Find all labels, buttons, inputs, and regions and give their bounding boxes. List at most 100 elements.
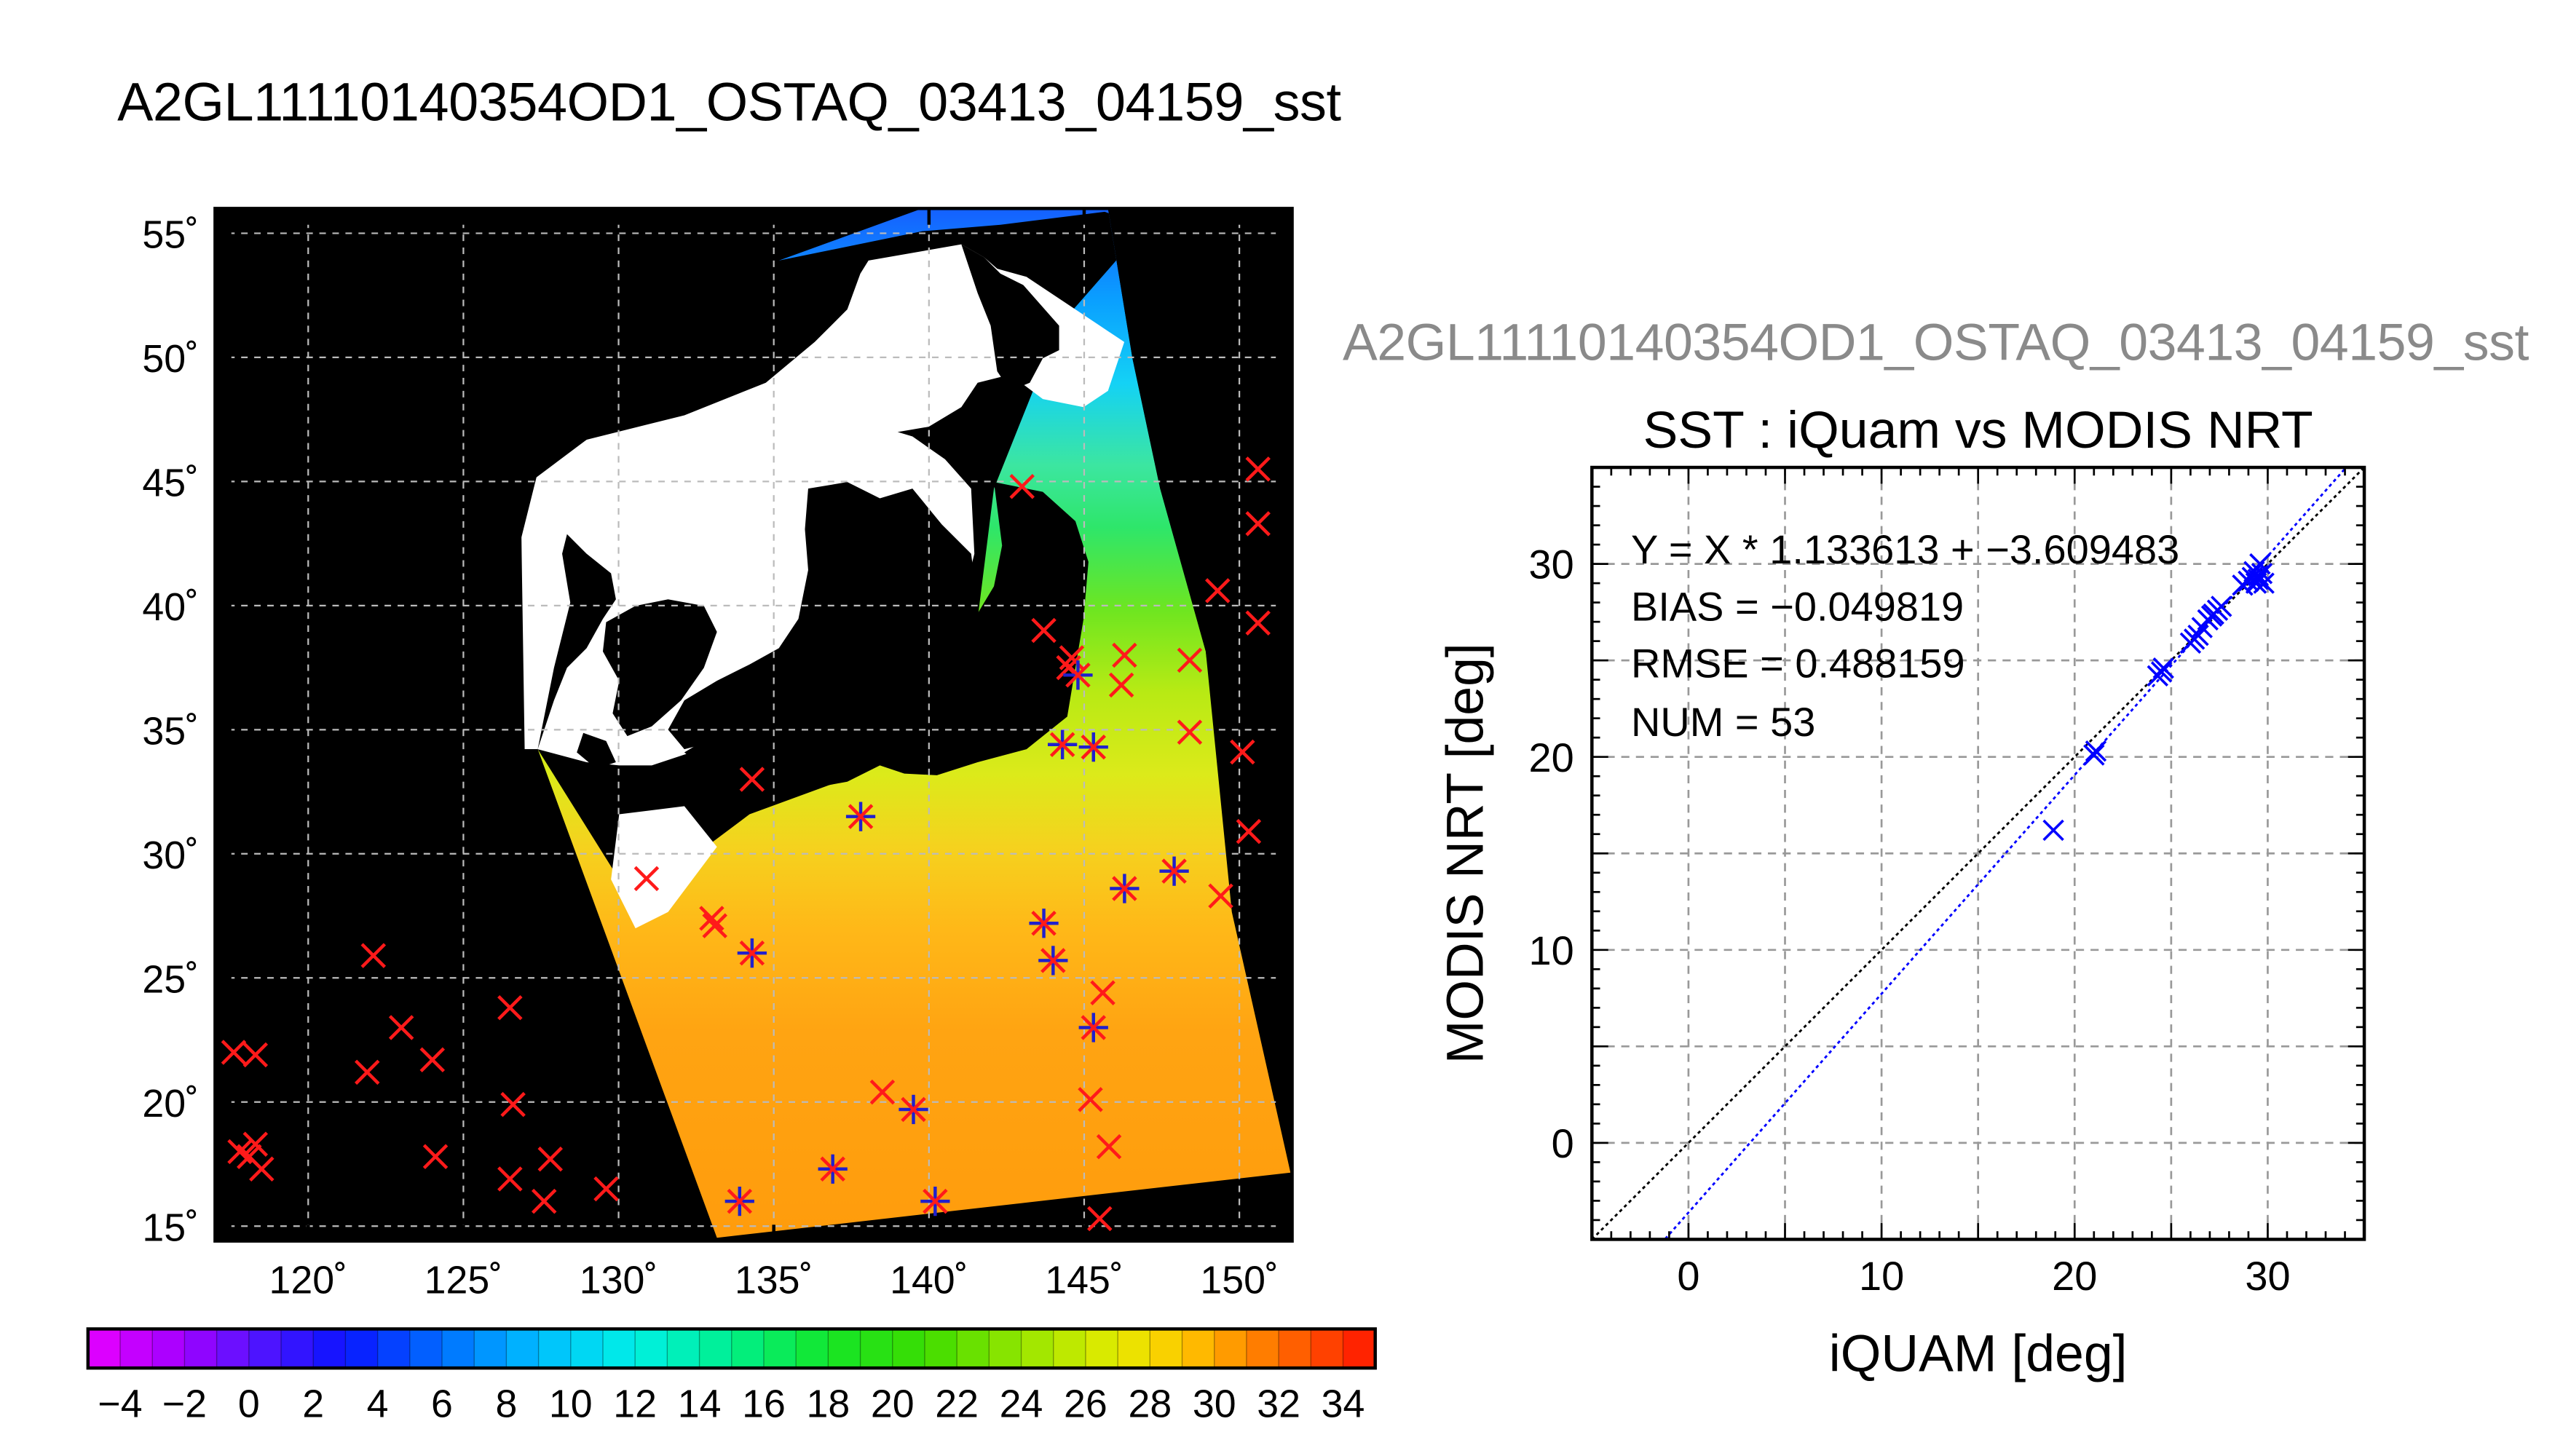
colorbar-segment	[635, 1329, 668, 1369]
map-star-x	[1081, 1015, 1107, 1040]
scatter-file-title: A2GL11110140354OD1_OSTAQ_03413_04159_sst	[1342, 312, 2529, 372]
main-title: A2GL11110140354OD1_OSTAQ_03413_04159_sst	[117, 71, 1341, 132]
map-red-marker-stroke	[497, 1166, 523, 1192]
map-red-marker-stroke	[1205, 578, 1231, 604]
colorbar-label: 30	[1193, 1382, 1236, 1425]
map-red-marker	[1230, 739, 1255, 765]
map-red-marker-stroke	[1009, 473, 1035, 499]
colorbar-label: 24	[1000, 1382, 1043, 1425]
colorbar-label: 14	[678, 1382, 722, 1425]
map-red-marker-stroke	[221, 1040, 247, 1065]
map-lat-label: 35˚	[142, 709, 199, 753]
scatter-point	[2085, 740, 2107, 762]
map-red-marker-stroke	[1090, 980, 1115, 1005]
map-red-marker	[531, 1188, 557, 1214]
map-red-marker-stroke	[537, 1146, 564, 1172]
scatter-point-stroke	[2251, 563, 2273, 585]
scatter-xtick-label: 30	[2245, 1253, 2290, 1299]
map-red-marker	[497, 994, 523, 1021]
map-star-x	[1161, 858, 1187, 884]
map-star-x	[739, 940, 765, 966]
colorbar-segment	[1021, 1329, 1054, 1369]
colorbar-segment	[924, 1329, 958, 1369]
map-star-x-stroke	[923, 1188, 948, 1214]
colorbar-label: 0	[238, 1382, 260, 1425]
map-star-x-stroke	[820, 1156, 845, 1182]
map-star-x	[923, 1188, 948, 1214]
map-red-marker	[221, 1040, 247, 1065]
map-red-marker	[388, 1015, 414, 1040]
map-lat-label: 50˚	[142, 337, 199, 381]
y-axis-label: MODIS NRT [deg]	[1436, 643, 1494, 1064]
map-red-marker	[633, 866, 660, 892]
colorbar-segment	[1246, 1329, 1280, 1369]
map-star-x-stroke	[1031, 911, 1057, 936]
colorbar-segment	[184, 1329, 218, 1369]
colorbar-label: 8	[495, 1382, 517, 1425]
map-star-marker	[1047, 729, 1078, 759]
map-red-marker	[360, 943, 387, 968]
colorbar-segment	[1150, 1329, 1183, 1369]
map-star-x	[848, 804, 874, 829]
scatter-point	[2083, 744, 2105, 766]
colorbar-segment	[860, 1329, 893, 1369]
map-star-x	[1049, 732, 1075, 758]
map-red-marker-stroke	[497, 994, 523, 1021]
x-axis-label: iQUAM [deg]	[1829, 1325, 2128, 1383]
colorbar-segment	[1118, 1329, 1151, 1369]
colorbar-segment	[313, 1329, 347, 1369]
map-red-marker-stroke	[1096, 1133, 1122, 1160]
colorbar-segment	[442, 1329, 475, 1369]
colorbar-label: 10	[549, 1382, 593, 1425]
map-lat-label: 20˚	[142, 1082, 199, 1125]
colorbar-segment	[1279, 1329, 1312, 1369]
colorbar-label: 6	[431, 1382, 453, 1425]
colorbar-label: 12	[613, 1382, 657, 1425]
map-red-marker	[1090, 980, 1115, 1005]
map-markers	[221, 456, 1271, 1232]
map-red-marker	[1087, 1206, 1113, 1232]
map-red-marker	[1245, 511, 1271, 537]
map-star-x	[1081, 734, 1107, 760]
map-red-marker	[1205, 578, 1231, 604]
map-star-x-stroke	[1112, 876, 1137, 901]
scatter-point	[2042, 819, 2064, 842]
map-star-marker	[724, 1186, 754, 1216]
map-red-marker-stroke	[1236, 818, 1262, 844]
map-star-x-stroke	[739, 940, 765, 966]
map-red-marker-stroke	[1112, 642, 1137, 668]
map-left-black	[215, 208, 779, 1241]
colorbar-label: −4	[98, 1382, 142, 1425]
scatter-point-stroke	[2083, 744, 2105, 766]
map-star-x	[901, 1096, 926, 1123]
map-red-marker	[739, 767, 765, 792]
map-lat-label: 15˚	[142, 1206, 199, 1249]
map-frame	[213, 207, 1294, 1243]
colorbar-segment	[152, 1329, 186, 1369]
map-star-x	[1031, 911, 1057, 936]
scatter-point-stroke	[2247, 564, 2269, 587]
colorbar-segment	[1182, 1329, 1215, 1369]
map-lon-label: 150˚	[1200, 1258, 1278, 1302]
map-red-marker-stroke	[869, 1079, 896, 1105]
map-lon-label: 140˚	[890, 1258, 968, 1302]
map-ticks: 120˚ 125˚ 130˚ 135˚ 140˚ 145˚ 150˚ 55˚ 50˚ 45˚ 40˚…	[142, 208, 1292, 1302]
scatter-point-stroke	[2247, 569, 2269, 590]
scatter-point	[2152, 657, 2174, 679]
map-red-marker	[1009, 473, 1035, 499]
colorbar-segment	[1214, 1329, 1248, 1369]
map-red-marker	[1245, 456, 1271, 482]
scatter-ticks: 0 10 20 30 0 10 20 30	[1529, 466, 2366, 1299]
map-lon-label: 120˚	[269, 1258, 347, 1302]
scatter-ytick-label: 30	[1529, 542, 1574, 587]
colorbar-segment	[602, 1329, 636, 1369]
land-korea-peninsula	[668, 482, 978, 750]
map-red-marker-stroke	[237, 1144, 262, 1169]
colorbar-label: 32	[1257, 1382, 1300, 1425]
scatter-point	[2211, 596, 2232, 617]
map-grid	[215, 208, 1292, 1241]
scatter-ytick-label: 20	[1529, 735, 1574, 780]
map-red-marker	[1177, 647, 1203, 673]
map-star-x	[1040, 948, 1066, 973]
map-lat-label: 55˚	[142, 213, 199, 257]
